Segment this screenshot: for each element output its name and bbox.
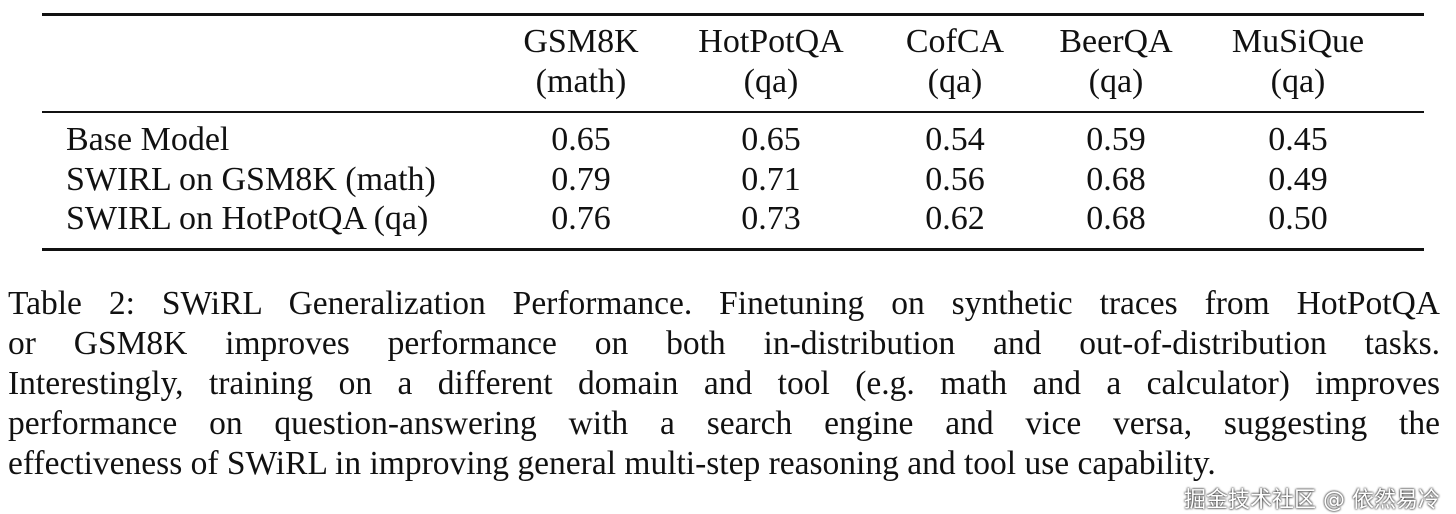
cell: 0.68 [1086,200,1146,237]
caption-line: Table 2: SWiRL Generalization Performanc… [8,285,1440,322]
cell: 0.79 [551,161,611,198]
column-name: GSM8K [523,23,639,60]
row-label: SWIRL on GSM8K (math) [66,161,436,198]
column-name: HotPotQA [698,23,844,60]
caption-line: performance on question-answering with a… [8,405,1440,442]
cell: 0.65 [551,121,611,158]
row-label: Base Model [66,121,230,158]
column-domain: (math) [535,63,627,100]
top-rule [42,13,1424,16]
column-name: MuSiQue [1231,23,1365,60]
cell: 0.68 [1086,161,1146,198]
row-label: SWIRL on HotPotQA (qa) [66,200,429,237]
column-name: CofCA [905,23,1005,60]
column-name: BeerQA [1059,23,1173,60]
cell: 0.49 [1268,161,1328,198]
cell: 0.73 [741,200,801,237]
cell: 0.62 [925,200,985,237]
column-domain: (qa) [1088,63,1144,100]
caption-line: effectiveness of SWiRL in improving gene… [8,445,1216,482]
caption-line: Interestingly, training on a different d… [8,365,1440,402]
column-domain: (qa) [743,63,799,100]
mid-rule [42,111,1424,113]
cell: 0.59 [1086,121,1146,158]
cell: 0.56 [925,161,985,198]
cell: 0.54 [925,121,985,158]
cell: 0.65 [741,121,801,158]
bottom-rule [42,248,1424,251]
cell: 0.76 [551,200,611,237]
cell: 0.50 [1268,200,1328,237]
column-domain: (qa) [1270,63,1326,100]
column-domain: (qa) [927,63,983,100]
caption-line: or GSM8K improves performance on both in… [8,325,1440,362]
watermark: 掘金技术社区 @ 依然易冷 [1184,488,1440,513]
cell: 0.45 [1268,121,1328,158]
cell: 0.71 [741,161,801,198]
